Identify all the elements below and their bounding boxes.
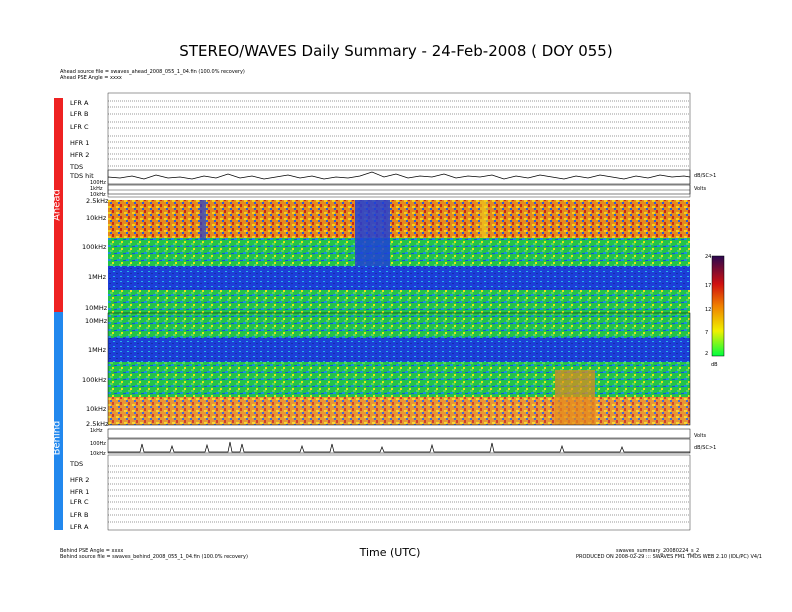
- chart-title: STEREO/WAVES Daily Summary - 24-Feb-2008…: [179, 42, 613, 60]
- behind-side-bar: [54, 312, 63, 530]
- ahead-source-text: Ahead source file = swaves_ahead_2008_05…: [60, 69, 245, 75]
- colorbar: [711, 255, 725, 357]
- ahead-pse-text: Ahead PSE Angle = xxxx: [60, 75, 122, 81]
- ahead-freq-tick: 2.5kHz: [86, 197, 109, 205]
- behind-small-tick: 10kHz: [90, 451, 106, 457]
- x-axis-label: Time (UTC): [359, 546, 421, 559]
- ahead-lfr-strips: [107, 92, 691, 198]
- ahead-freq-tick: 100kHz: [82, 243, 107, 251]
- ahead-power-unit: dB/SC>1: [694, 173, 717, 179]
- behind-spectrogram: [107, 312, 691, 426]
- colorbar-unit: dB: [711, 362, 718, 368]
- behind-power-unit: dB/SC>1: [694, 445, 717, 451]
- behind-label-lfr-c: LFR C: [70, 498, 89, 506]
- behind-freq-tick: 1MHz: [88, 346, 107, 354]
- behind-small-tick: 1kHz: [90, 428, 103, 434]
- behind-tds-trace: [107, 428, 691, 454]
- ahead-label-lfr-a: LFR A: [70, 99, 89, 107]
- ahead-tds-trace: [107, 169, 691, 195]
- produced-text: PRODUCED ON 2008-02-29 ::: SWAVES FM1 TM…: [576, 554, 762, 560]
- ahead-xfr-unit: Volts: [694, 186, 707, 192]
- behind-freq-tick: 10MHz: [85, 317, 108, 325]
- ahead-side-bar: [54, 98, 63, 312]
- behind-pse-text: Behind PSE Angle = xxxx: [60, 548, 124, 554]
- ahead-label-hfr-2: HFR 2: [70, 151, 90, 159]
- colorbar-tick: 17: [705, 283, 712, 289]
- behind-freq-tick: 2.5kHz: [86, 420, 109, 428]
- ahead-small-tick: 10kHz: [90, 192, 106, 198]
- colorbar-tick: 24: [705, 254, 712, 260]
- ahead-label-lfr-c: LFR C: [70, 123, 89, 131]
- ahead-small-tick: 100Hz: [90, 180, 106, 186]
- ahead-label-lfr-b: LFR B: [70, 110, 89, 118]
- behind-label-hfr-2: HFR 2: [70, 476, 90, 484]
- behind-small-tick: 100Hz: [90, 441, 106, 447]
- behind-label-lfr-b: LFR B: [70, 511, 89, 519]
- ahead-freq-tick: 10MHz: [85, 304, 108, 312]
- ahead-label-hfr-1: HFR 1: [70, 139, 90, 147]
- behind-xfr-unit: Volts: [694, 433, 707, 439]
- behind-label-tds: TDS: [70, 460, 84, 468]
- behind-label-lfr-a: LFR A: [70, 523, 89, 531]
- file-id-text: swaves_summary_20080224_s_2: [616, 548, 700, 554]
- behind-freq-tick: 100kHz: [82, 376, 107, 384]
- behind-freq-tick: 10kHz: [86, 405, 107, 413]
- colorbar-tick: 2: [705, 351, 709, 357]
- ahead-small-tick: 1kHz: [90, 186, 103, 192]
- ahead-spectrogram: [108, 200, 690, 313]
- ahead-label-tds-hit: TDS hit: [70, 172, 94, 180]
- behind-source-text: Behind source file = swaves_behind_2008_…: [60, 554, 248, 560]
- colorbar-tick: 7: [705, 330, 709, 336]
- colorbar-tick: 12: [705, 307, 712, 313]
- ahead-freq-tick: 10kHz: [86, 214, 107, 222]
- ahead-freq-tick: 1MHz: [88, 273, 107, 281]
- behind-lfr-strips: [107, 454, 691, 531]
- behind-label-hfr-1: HFR 1: [70, 488, 90, 496]
- ahead-label-tds: TDS: [70, 163, 84, 171]
